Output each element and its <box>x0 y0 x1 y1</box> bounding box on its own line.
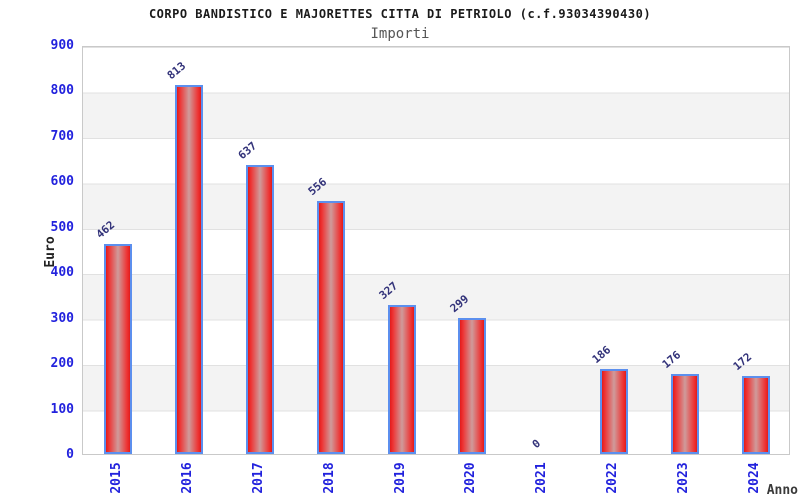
y-tick-label-200: 200 <box>50 356 74 372</box>
value-label-2017: 637 <box>235 138 259 162</box>
y-tick-label-400: 400 <box>50 265 74 281</box>
x-tick-label-2022: 2022 <box>605 462 620 494</box>
y-tick-label-300: 300 <box>50 310 74 326</box>
x-tick-label-2019: 2019 <box>392 462 408 494</box>
y-tick-label-600: 600 <box>50 174 74 190</box>
value-label-2018: 556 <box>305 175 330 199</box>
bar-2024 <box>741 375 770 454</box>
value-label-2020: 299 <box>447 292 472 316</box>
x-tick-label-2023: 2023 <box>675 462 691 494</box>
x-tick-label-2021: 2021 <box>534 462 550 494</box>
x-tick-label-2015: 2015 <box>109 462 125 494</box>
x-tick-label-2024: 2024 <box>746 462 762 494</box>
value-label-2015: 462 <box>93 218 118 242</box>
chart-subtitle: Importi <box>370 26 430 42</box>
x-tick-label-2017: 2017 <box>251 462 266 494</box>
value-label-2022: 186 <box>589 343 613 367</box>
y-tick-label-800: 800 <box>50 83 74 99</box>
y-tick-label-0: 0 <box>66 447 74 462</box>
bar-2016 <box>175 84 204 454</box>
value-label-2021: 0 <box>529 436 543 451</box>
bar-2023 <box>670 374 699 454</box>
bar-2022 <box>600 369 628 454</box>
y-tick-label-900: 900 <box>50 38 74 53</box>
value-label-2023: 176 <box>659 348 684 372</box>
y-tick-label-100: 100 <box>50 401 74 417</box>
value-label-2024: 172 <box>730 350 755 373</box>
x-axis-title: Anno <box>766 483 798 498</box>
x-tick-label-2016: 2016 <box>180 462 196 494</box>
chart-title: CORPO BANDISTICO E MAJORETTES CITTA DI P… <box>148 7 652 21</box>
value-label-2016: 813 <box>164 58 188 82</box>
bar-2018 <box>316 201 345 454</box>
y-tick-label-700: 700 <box>50 128 74 144</box>
y-tick-label-500: 500 <box>50 219 74 235</box>
bar-2015 <box>104 244 133 454</box>
bar-2019 <box>387 305 416 454</box>
x-tick-label-2020: 2020 <box>463 462 479 494</box>
plot-area: 462 813 637 556 327 299 0 186 176 172 <box>82 46 790 455</box>
value-label-2019: 327 <box>376 279 401 303</box>
bar-2020 <box>458 318 487 454</box>
bar-2017 <box>246 164 274 454</box>
x-tick-label-2018: 2018 <box>321 462 337 494</box>
